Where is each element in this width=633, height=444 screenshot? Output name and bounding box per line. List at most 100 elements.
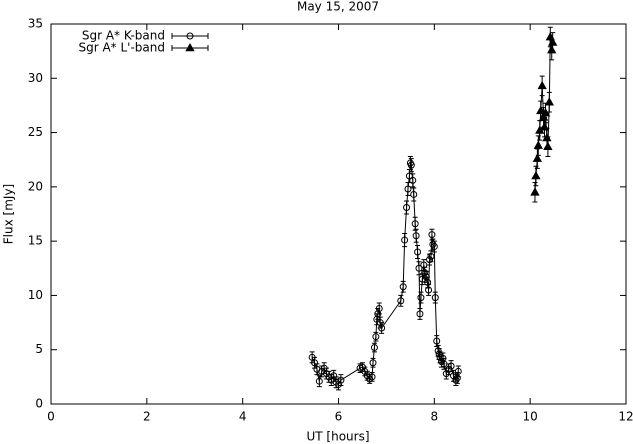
error-bar	[405, 182, 411, 197]
plot-frame	[50, 23, 627, 405]
error-bar	[316, 375, 322, 388]
x-tick-label: 0	[47, 410, 55, 424]
error-bar	[400, 280, 406, 293]
marker	[533, 140, 543, 149]
error-bar	[413, 228, 419, 243]
error-bar	[417, 307, 423, 320]
marker	[407, 161, 415, 169]
error-bar	[379, 322, 385, 334]
marker	[375, 304, 383, 312]
marker	[416, 310, 424, 318]
error-bar	[434, 335, 440, 347]
marker	[447, 362, 455, 370]
marker	[418, 275, 426, 283]
error-bar	[415, 244, 421, 260]
marker	[543, 141, 553, 150]
marker	[337, 376, 345, 384]
marker	[532, 153, 543, 162]
marker	[397, 297, 405, 305]
y-tick-label: 35	[28, 17, 43, 31]
marker	[417, 294, 425, 302]
error-bar	[411, 187, 417, 202]
marker	[453, 374, 461, 382]
error-bar	[426, 284, 432, 296]
y-tick-label: 30	[28, 71, 43, 85]
marker	[401, 236, 409, 244]
marker	[431, 294, 439, 302]
marker	[536, 105, 546, 115]
marker	[547, 45, 557, 54]
marker	[424, 278, 432, 286]
chart-title: May 15, 2007	[297, 0, 379, 14]
error-bar	[448, 360, 454, 372]
x-tick-label: 8	[431, 410, 439, 424]
marker	[537, 80, 547, 90]
error-bar	[429, 228, 435, 241]
error-bar	[402, 233, 408, 248]
legend-label: Sgr A* K-band	[82, 29, 165, 43]
error-bar	[404, 200, 410, 215]
marker	[369, 359, 377, 367]
legend-marker	[185, 42, 195, 52]
marker	[368, 373, 376, 381]
marker	[415, 264, 423, 272]
error-bar	[432, 291, 438, 304]
y-tick-label: 5	[35, 342, 43, 356]
legend-label: Sgr A* L'-band	[78, 41, 165, 55]
marker	[315, 377, 323, 385]
error-bar	[314, 363, 320, 376]
legend-marker	[186, 32, 194, 40]
x-axis-label: UT [hours]	[306, 430, 369, 444]
marker	[548, 37, 558, 46]
error-bar	[338, 374, 344, 387]
marker	[530, 187, 540, 196]
marker	[411, 220, 419, 228]
legend-sample	[171, 33, 209, 39]
y-tick-label: 25	[28, 125, 43, 139]
error-bar	[376, 302, 382, 315]
x-tick-label: 4	[239, 410, 247, 424]
error-bar	[398, 294, 404, 307]
marker	[427, 252, 435, 260]
marker	[421, 269, 429, 277]
marker	[404, 185, 412, 193]
marker	[410, 190, 418, 198]
marker	[434, 347, 442, 355]
marker	[430, 243, 438, 251]
marker	[372, 333, 380, 341]
x-tick-label: 10	[523, 410, 538, 424]
marker	[531, 170, 541, 180]
y-tick-label: 15	[28, 234, 43, 248]
marker	[454, 367, 462, 375]
marker	[370, 344, 378, 352]
marker	[433, 337, 441, 345]
marker	[426, 256, 434, 264]
y-tick-label: 10	[28, 288, 43, 302]
marker	[378, 324, 386, 332]
error-bar	[428, 250, 434, 263]
marker	[414, 248, 422, 256]
marker	[330, 372, 338, 380]
marker	[425, 286, 433, 294]
error-bar	[455, 365, 461, 378]
error-bar	[412, 216, 418, 231]
x-tick-label: 12	[618, 410, 633, 424]
y-tick-label: 20	[28, 179, 43, 193]
series-line	[311, 162, 459, 386]
marker	[428, 231, 436, 239]
error-bar	[416, 261, 422, 276]
x-tick-label: 6	[335, 410, 343, 424]
error-bar	[408, 158, 414, 173]
error-bar	[410, 173, 416, 188]
error-bar	[418, 291, 424, 304]
marker	[311, 359, 319, 367]
error-bar	[431, 240, 437, 253]
y-tick-label: 0	[35, 397, 43, 411]
marker	[544, 97, 554, 106]
y-axis-label: Flux [mJy]	[2, 184, 16, 244]
marker	[412, 232, 420, 240]
x-tick-label: 2	[143, 410, 151, 424]
marker	[409, 176, 417, 184]
marker	[403, 203, 411, 211]
